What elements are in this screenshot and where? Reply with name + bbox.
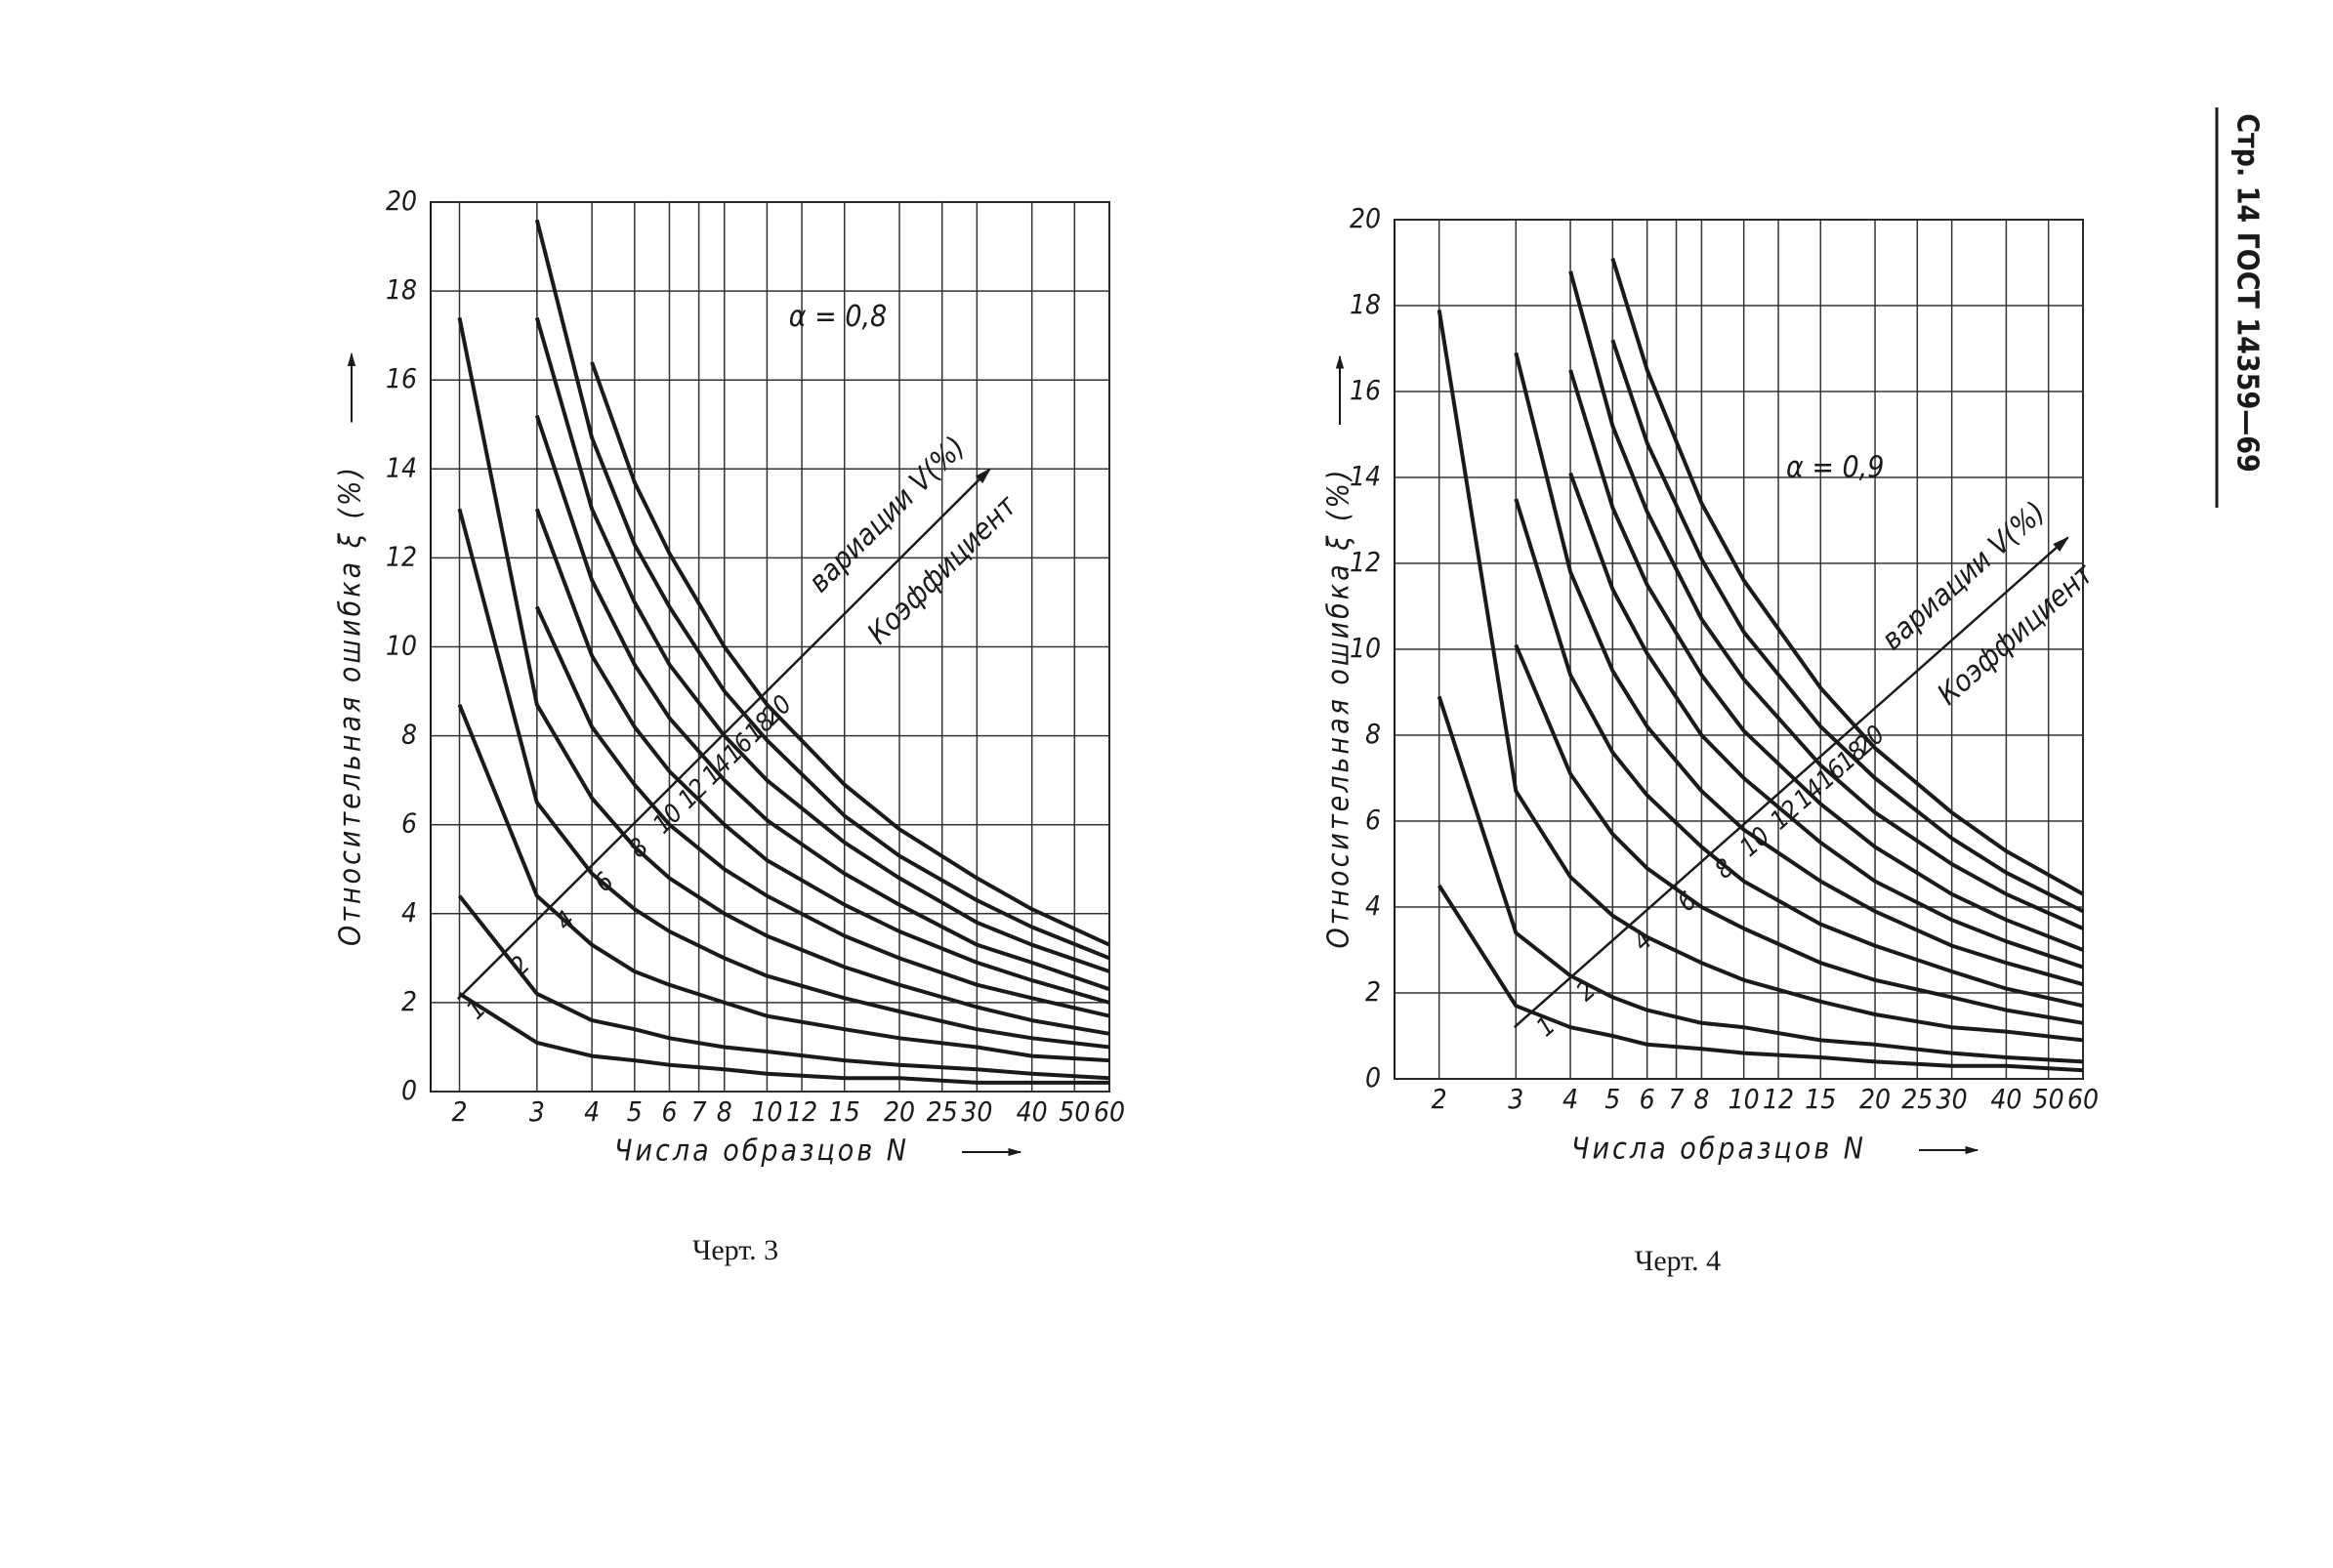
x-tick-label: 10	[1729, 1083, 1760, 1115]
curve	[534, 414, 1110, 992]
figure-caption: Черт. 3	[692, 1234, 778, 1266]
x-tick-label: 25	[927, 1095, 958, 1128]
y-tick-label: 6	[1365, 804, 1381, 836]
y-tick-label: 8	[1365, 718, 1381, 750]
x-tick-label: 20	[1859, 1083, 1891, 1115]
curve	[458, 992, 1109, 1085]
alpha-annotation: α = 0,9	[1786, 451, 1884, 485]
y-axis-label: Относительная ошибка ξ (%)	[1322, 467, 1356, 948]
y-tick-label: 18	[1350, 288, 1381, 320]
y-tick-label: 2	[401, 985, 417, 1017]
curve-label: 2	[1571, 975, 1602, 1007]
x-tick-label: 2	[1432, 1083, 1447, 1115]
curve	[1437, 695, 2084, 1064]
y-tick-label: 14	[386, 451, 417, 483]
alpha-annotation: α = 0,8	[789, 300, 887, 334]
y-tick-label: 2	[1365, 975, 1381, 1008]
y-tick-label: 4	[401, 896, 417, 928]
curve	[1568, 270, 2084, 930]
x-tick-label: 30	[1937, 1083, 1968, 1115]
x-tick-label: 60	[2067, 1083, 2099, 1115]
y-tick-label: 12	[386, 540, 417, 572]
x-tick-label: 40	[1017, 1095, 1048, 1128]
curve	[457, 894, 1110, 1081]
x-tick-label: 20	[884, 1095, 915, 1128]
x-tick-label: 8	[717, 1095, 732, 1128]
curve	[534, 508, 1110, 1005]
x-tick-label: 4	[1562, 1083, 1578, 1115]
x-tick-label: 3	[1508, 1083, 1523, 1115]
x-tick-label: 30	[961, 1095, 992, 1128]
x-tick-label: 15	[829, 1095, 860, 1128]
x-tick-label: 15	[1805, 1083, 1836, 1115]
curve	[1437, 309, 2084, 1043]
x-tick-label: 5	[627, 1095, 643, 1128]
y-tick-label: 0	[1365, 1061, 1381, 1093]
curve	[1514, 351, 2084, 987]
figure-caption: Черт. 4	[1635, 1245, 1721, 1277]
curve	[590, 361, 1110, 947]
x-tick-label: 6	[661, 1095, 677, 1128]
x-tick-label: 60	[1094, 1095, 1125, 1128]
y-tick-label: 18	[386, 273, 417, 306]
x-tick-label: 7	[691, 1095, 707, 1128]
curve	[457, 508, 1110, 1050]
y-tick-label: 16	[1350, 374, 1381, 406]
curve	[1568, 369, 2084, 952]
curve	[1610, 339, 2084, 914]
curve	[457, 703, 1110, 1063]
x-tick-label: 5	[1604, 1083, 1620, 1115]
x-tick-label: 6	[1640, 1083, 1655, 1115]
y-tick-label: 0	[401, 1074, 417, 1106]
y-tick-label: 20	[386, 185, 417, 217]
x-tick-label: 40	[1990, 1083, 2021, 1115]
x-tick-label: 8	[1693, 1083, 1709, 1115]
y-tick-label: 4	[1365, 889, 1381, 922]
curve	[1514, 643, 2084, 1025]
x-tick-label: 4	[584, 1095, 600, 1128]
y-tick-label: 6	[401, 807, 417, 840]
y-tick-label: 12	[1350, 546, 1381, 578]
curve	[1514, 498, 2084, 1009]
curve-label: 2	[505, 951, 536, 982]
x-tick-label: 50	[2033, 1083, 2064, 1115]
curve	[534, 219, 1110, 961]
curve-label: 8	[1710, 853, 1740, 885]
curve	[457, 317, 1110, 1036]
diagonal-arrow	[1513, 536, 2069, 1029]
y-tick-label: 10	[386, 630, 417, 662]
curve	[534, 316, 1110, 973]
y-tick-label: 14	[1350, 460, 1381, 492]
y-tick-label: 16	[386, 362, 417, 394]
curve	[1610, 258, 2084, 896]
x-axis-label: Числа образцов N	[614, 1135, 909, 1169]
x-tick-label: 12	[1763, 1083, 1794, 1115]
x-axis-label: Числа образцов N	[1571, 1133, 1866, 1167]
x-tick-label: 3	[529, 1095, 545, 1128]
diagonal-arrow	[456, 468, 991, 1001]
y-tick-label: 10	[1350, 632, 1381, 664]
x-tick-label: 7	[1669, 1083, 1685, 1115]
page-header: Стр. 14 ГОСТ 14359—69	[2230, 113, 2265, 473]
x-tick-label: 12	[786, 1095, 817, 1128]
y-axis-label: Относительная ошибка ξ (%)	[334, 465, 368, 946]
curve	[1437, 884, 2084, 1073]
x-tick-label: 50	[1059, 1095, 1090, 1128]
y-tick-label: 8	[401, 719, 417, 751]
curve	[1568, 472, 2084, 970]
x-tick-label: 25	[1901, 1083, 1933, 1115]
y-tick-label: 20	[1350, 202, 1381, 234]
curve	[534, 605, 1110, 1018]
x-tick-label: 10	[751, 1095, 782, 1128]
x-tick-label: 2	[451, 1095, 467, 1128]
